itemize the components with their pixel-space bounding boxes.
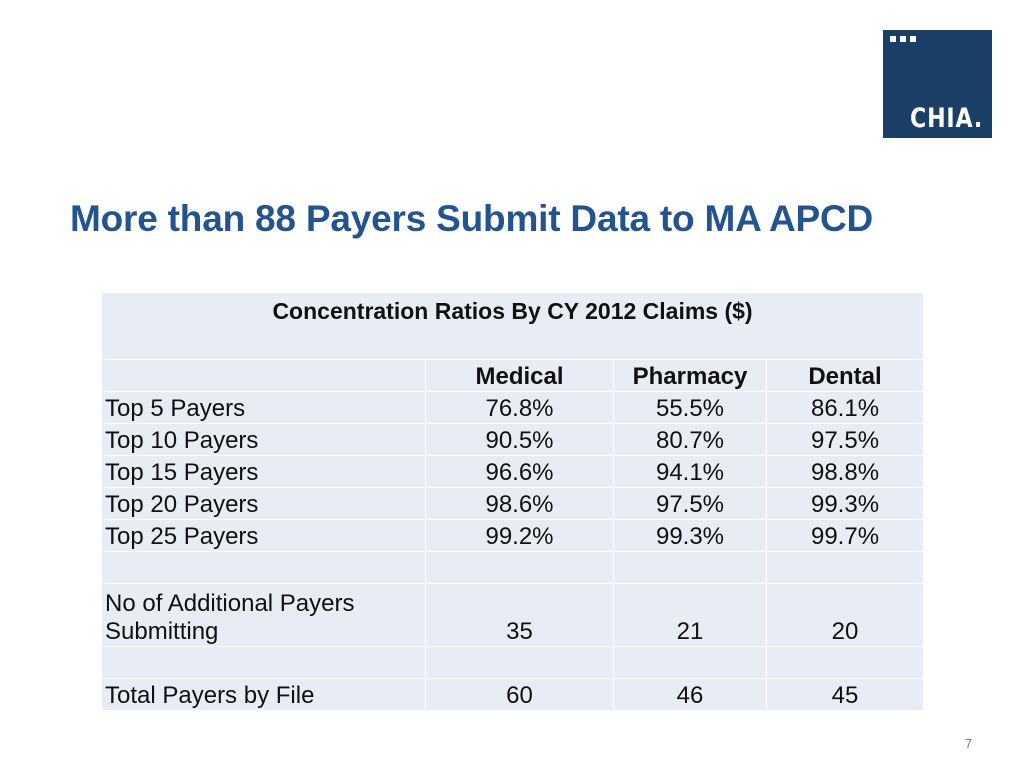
spacer-cell [613, 646, 767, 679]
table-spacer-row [101, 551, 925, 584]
dental-value: 99.3% [765, 487, 925, 520]
pharmacy-value: 55.5% [613, 391, 767, 424]
medical-value: 76.8% [425, 391, 614, 424]
row-label: Top 25 Payers [101, 519, 426, 552]
pharmacy-value: 97.5% [613, 487, 767, 520]
header-cell-medical: Medical [425, 359, 614, 392]
table-header-row: Medical Pharmacy Dental [101, 359, 925, 392]
logo-dot [910, 36, 916, 42]
concentration-ratios-table: Concentration Ratios By CY 2012 Claims (… [100, 292, 925, 711]
dental-value: 98.8% [765, 455, 925, 488]
spacer-cell [101, 646, 426, 679]
table-caption-row: Concentration Ratios By CY 2012 Claims (… [100, 292, 925, 360]
row-label: Top 15 Payers [101, 455, 426, 488]
pharmacy-value: 21 [613, 583, 767, 647]
dental-value: 45 [765, 678, 925, 711]
slide-title: More than 88 Payers Submit Data to MA AP… [70, 198, 874, 239]
chia-logo: CHIA. [883, 30, 992, 138]
medical-value: 90.5% [425, 423, 614, 456]
additional-label-line1: No of Additional Payers [105, 590, 355, 617]
header-cell-dental: Dental [765, 359, 925, 392]
spacer-cell [765, 551, 925, 584]
medical-value: 99.2% [425, 519, 614, 552]
table-row: Top 10 Payers 90.5% 80.7% 97.5% [101, 423, 925, 456]
table-row: Top 20 Payers 98.6% 97.5% 99.3% [101, 487, 925, 520]
pharmacy-value: 99.3% [613, 519, 767, 552]
medical-value: 98.6% [425, 487, 614, 520]
table-spacer-row [101, 646, 925, 679]
dental-value: 99.7% [765, 519, 925, 552]
total-payers-row: Total Payers by File 60 46 45 [101, 678, 925, 711]
additional-label-line2: Submitting [105, 618, 219, 645]
pharmacy-value: 46 [613, 678, 767, 711]
spacer-cell [101, 551, 426, 584]
spacer-cell [425, 551, 614, 584]
spacer-cell [425, 646, 614, 679]
table-caption: Concentration Ratios By CY 2012 Claims (… [100, 292, 925, 360]
row-label: Top 5 Payers [101, 391, 426, 424]
medical-value: 60 [425, 678, 614, 711]
row-label: Top 20 Payers [101, 487, 426, 520]
logo-dot [890, 36, 896, 42]
spacer-cell [613, 551, 767, 584]
dental-value: 20 [765, 583, 925, 647]
total-payers-label: Total Payers by File [101, 678, 426, 711]
logo-dots [890, 36, 916, 42]
header-cell-blank [101, 359, 426, 392]
pharmacy-value: 94.1% [613, 455, 767, 488]
table-row: Top 25 Payers 99.2% 99.3% 99.7% [101, 519, 925, 552]
spacer-cell [765, 646, 925, 679]
row-label: Top 10 Payers [101, 423, 426, 456]
medical-value: 35 [425, 583, 614, 647]
page-number: 7 [965, 736, 973, 751]
table-row: Top 15 Payers 96.6% 94.1% 98.8% [101, 455, 925, 488]
table-row: Top 5 Payers 76.8% 55.5% 86.1% [101, 391, 925, 424]
logo-dot [900, 36, 906, 42]
dental-value: 86.1% [765, 391, 925, 424]
pharmacy-value: 80.7% [613, 423, 767, 456]
medical-value: 96.6% [425, 455, 614, 488]
header-cell-pharmacy: Pharmacy [613, 359, 767, 392]
logo-text: CHIA. [910, 103, 984, 134]
dental-value: 97.5% [765, 423, 925, 456]
additional-payers-row: No of Additional Payers Submitting 35 21 … [101, 583, 925, 647]
additional-payers-label: No of Additional Payers Submitting [101, 583, 426, 647]
